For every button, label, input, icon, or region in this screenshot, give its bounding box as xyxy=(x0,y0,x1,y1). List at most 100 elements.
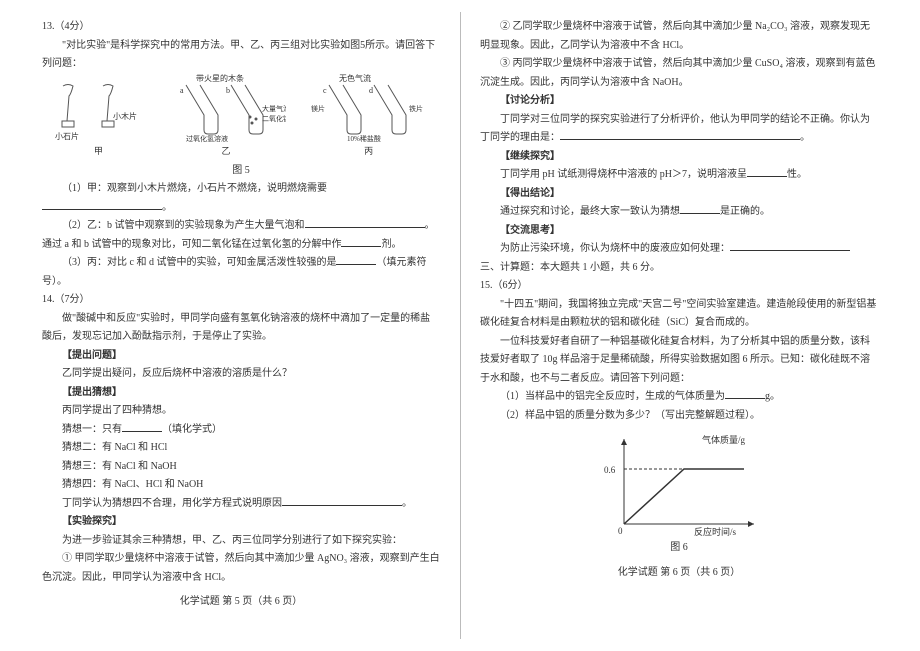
q13-p2a: （2）乙：b 试管中观察到的实验现象为产生大量气泡和 xyxy=(62,220,305,231)
q14-g5b: 。 xyxy=(402,498,412,509)
r-exp2: ② 乙同学取少量烧杯中溶液于试管，然后向其中滴加少量 Na₂CO₃ 溶液，观察发… xyxy=(480,18,878,55)
right-footer: 化学试题 第 6 页（共 6 页） xyxy=(480,564,878,583)
yi-b: b xyxy=(226,86,230,95)
bing-right: 铁片 xyxy=(409,104,423,113)
blank xyxy=(341,237,381,247)
q14-exp1: ① 甲同学取少量烧杯中溶液于试管，然后向其中滴加少量 AgNO₃ 溶液，观察到产… xyxy=(42,550,440,587)
bing-liquid: 10%稀盐酸 xyxy=(347,134,381,143)
chart-ylabel: 气体质量/g xyxy=(702,434,746,445)
r-cont-b: 性。 xyxy=(787,169,807,180)
blank xyxy=(725,389,765,399)
r-h-share: 【交流思考】 xyxy=(480,222,878,241)
r-share: 为防止污染环境，你认为烧杯中的废液应如何处理： xyxy=(480,240,878,259)
q13-p3a: （3）丙：对比 c 和 d 试管中的实验，可知金属活泼性较强的是 xyxy=(62,257,336,268)
r-conc-b: 是正确的。 xyxy=(720,206,770,217)
chart-origin: 0 xyxy=(618,526,623,536)
jia-label-right: 小木片 xyxy=(113,111,137,121)
q14-intro: 做"酸碱中和反应"实验时，甲同学向盛有氢氧化钠溶液的烧杯中滴加了一定量的稀盐酸后… xyxy=(42,310,440,347)
bing-top: 无色气流 xyxy=(339,73,371,83)
r-disc-b: 。 xyxy=(800,132,810,143)
q14-g5: 丁同学认为猜想四不合理，用化学方程式说明原因 。 xyxy=(42,495,440,514)
fig-jia-svg: 小石片 小木片 xyxy=(53,81,143,143)
r-conc: 通过探究和讨论，最终大家一致认为猜想 是正确的。 xyxy=(480,203,878,222)
q13-p1-tail: 。 xyxy=(162,202,172,213)
blank xyxy=(680,130,800,140)
q15-p1: "十四五"期间，我国将独立完成"天宫二号"空间实验室建造。建造舱段使用的新型铝基… xyxy=(480,296,878,333)
blank xyxy=(305,218,425,228)
q15-q1a: （1）当样品中的铝完全反应时，生成的气体质量为 xyxy=(500,391,725,402)
r-h-conc: 【得出结论】 xyxy=(480,185,878,204)
chart-ytick: 0.6 xyxy=(604,465,616,475)
left-footer: 化学试题 第 5 页（共 6 页） xyxy=(42,593,440,612)
q13-number: 13.（4分） xyxy=(42,18,440,37)
q14-g5a: 丁同学认为猜想四不合理，用化学方程式说明原因 xyxy=(62,498,282,509)
right-column: ② 乙同学取少量烧杯中溶液于试管，然后向其中滴加少量 Na₂CO₃ 溶液，观察发… xyxy=(460,18,892,641)
q14-h-guess: 【提出猜想】 xyxy=(42,384,440,403)
bing-d: d xyxy=(369,86,373,95)
yi-top: 带火星的木条 xyxy=(196,73,244,83)
q14-h-ask: 【提出问题】 xyxy=(42,347,440,366)
bing-left: 镁片 xyxy=(311,104,325,113)
bing-c: c xyxy=(323,86,327,95)
q14-g4: 猜想四：有 NaCl、HCl 和 NaOH xyxy=(42,476,440,495)
q14-g1b: （填化学式） xyxy=(162,424,222,435)
q13-p2: （2）乙：b 试管中观察到的实验现象为产生大量气泡和。通过 a 和 b 试管中的… xyxy=(42,217,440,254)
blank xyxy=(680,204,720,214)
figure6: 0.6 0 反应时间/s 气体质量/g 图 6 xyxy=(480,429,878,558)
left-column: 13.（4分） "对比实验"是科学探究中的常用方法。甲、乙、丙三组对比实验如图5… xyxy=(28,18,460,641)
r-conc-a: 通过探究和讨论，最终大家一致认为猜想 xyxy=(500,206,680,217)
blank xyxy=(730,241,850,251)
blank xyxy=(560,130,680,140)
q14-number: 14.（7分） xyxy=(42,291,440,310)
fig-yi-caption: 乙 xyxy=(221,143,230,160)
section3-heading: 三、计算题：本大题共 1 小题，共 6 分。 xyxy=(480,259,878,278)
r-exp3: ③ 丙同学取少量烧杯中溶液于试管，然后向其中滴加少量 CuSO₄ 溶液，观察到有… xyxy=(480,55,878,92)
figure6-caption: 图 6 xyxy=(670,539,688,558)
blank xyxy=(42,200,162,210)
r-cont-a: 丁同学用 pH 试纸测得烧杯中溶液的 pH＞7，说明溶液呈 xyxy=(500,169,747,180)
q14-exp0: 为进一步验证其余三种猜想，甲、乙、丙三位同学分别进行了如下探究实验： xyxy=(42,532,440,551)
q15-q1b: g。 xyxy=(765,391,780,402)
q14-h-exp: 【实验探究】 xyxy=(42,513,440,532)
q13-p3: （3）丙：对比 c 和 d 试管中的实验，可知金属活泼性较强的是（填元素符号）。 xyxy=(42,254,440,291)
yi-liquid: 过氧化氢溶液 xyxy=(186,134,228,143)
fig-bing-svg: 无色气流 c d 镁片 铁片 10%稀盐酸 xyxy=(309,73,429,143)
chart-xlabel: 反应时间/s xyxy=(694,526,737,537)
q14-g3: 猜想三：有 NaCl 和 NaOH xyxy=(42,458,440,477)
blank xyxy=(122,422,162,432)
q15-q1: （1）当样品中的铝完全反应时，生成的气体质量为 g。 xyxy=(480,388,878,407)
fig-yi-svg: 带火星的木条 a b 大量气泡 二氧化锰 过氧化氢溶液 xyxy=(166,73,286,143)
q13-p1-text: （1）甲：观察到小木片燃烧，小石片不燃烧，说明燃烧需要 xyxy=(62,183,327,194)
q13-intro: "对比实验"是科学探究中的常用方法。甲、乙、丙三组对比实验如图5所示。请回答下列… xyxy=(42,37,440,74)
q13-p2c: 剂。 xyxy=(381,239,401,250)
blank xyxy=(747,167,787,177)
q15-q2: （2）样品中铝的质量分数为多少？（写出完整解题过程）。 xyxy=(480,407,878,426)
fig-yi: 带火星的木条 a b 大量气泡 二氧化锰 过氧化氢溶液 乙 xyxy=(166,73,286,160)
fig-jia-caption: 甲 xyxy=(94,143,103,160)
q15-number: 15.（6分） xyxy=(480,277,878,296)
q14-g1: 猜想一：只有 （填化学式） xyxy=(42,421,440,440)
figure5: 小石片 小木片 甲 带火星的木条 a b xyxy=(42,80,440,160)
figure6-svg: 0.6 0 反应时间/s 气体质量/g xyxy=(594,429,764,539)
r-cont: 丁同学用 pH 试纸测得烧杯中溶液的 pH＞7，说明溶液呈 性。 xyxy=(480,166,878,185)
r-h-discuss: 【讨论分析】 xyxy=(480,92,878,111)
fig-jia: 小石片 小木片 甲 xyxy=(53,81,143,160)
blank xyxy=(336,255,376,265)
blank xyxy=(282,496,402,506)
q14-g1a: 猜想一：只有 xyxy=(62,424,122,435)
r-h-cont: 【继续探究】 xyxy=(480,148,878,167)
q14-ask: 乙同学提出疑问，反应后烧杯中溶液的溶质是什么？ xyxy=(42,365,440,384)
yi-mno2: 二氧化锰 xyxy=(262,114,286,123)
q14-g2: 猜想二：有 NaCl 和 HCl xyxy=(42,439,440,458)
fig-bing-caption: 丙 xyxy=(364,143,373,160)
jia-label-left: 小石片 xyxy=(55,131,79,141)
r-share-text: 为防止污染环境，你认为烧杯中的废液应如何处理： xyxy=(500,243,730,254)
r-disc: 丁同学对三位同学的探究实验进行了分析评价，他认为甲同学的结论不正确。你认为丁同学… xyxy=(480,111,878,148)
fig-bing: 无色气流 c d 镁片 铁片 10%稀盐酸 丙 xyxy=(309,73,429,160)
q13-p1: （1）甲：观察到小木片燃烧，小石片不燃烧，说明燃烧需要。 xyxy=(42,180,440,217)
yi-bubble: 大量气泡 xyxy=(262,104,286,113)
yi-a: a xyxy=(180,86,184,95)
q14-g0: 丙同学提出了四种猜想。 xyxy=(42,402,440,421)
q15-p2: 一位科技爱好者自研了一种铝基碳化硅复合材料，为了分析其中铝的质量分数，该科技爱好… xyxy=(480,333,878,389)
figure5-caption: 图 5 xyxy=(42,162,440,181)
